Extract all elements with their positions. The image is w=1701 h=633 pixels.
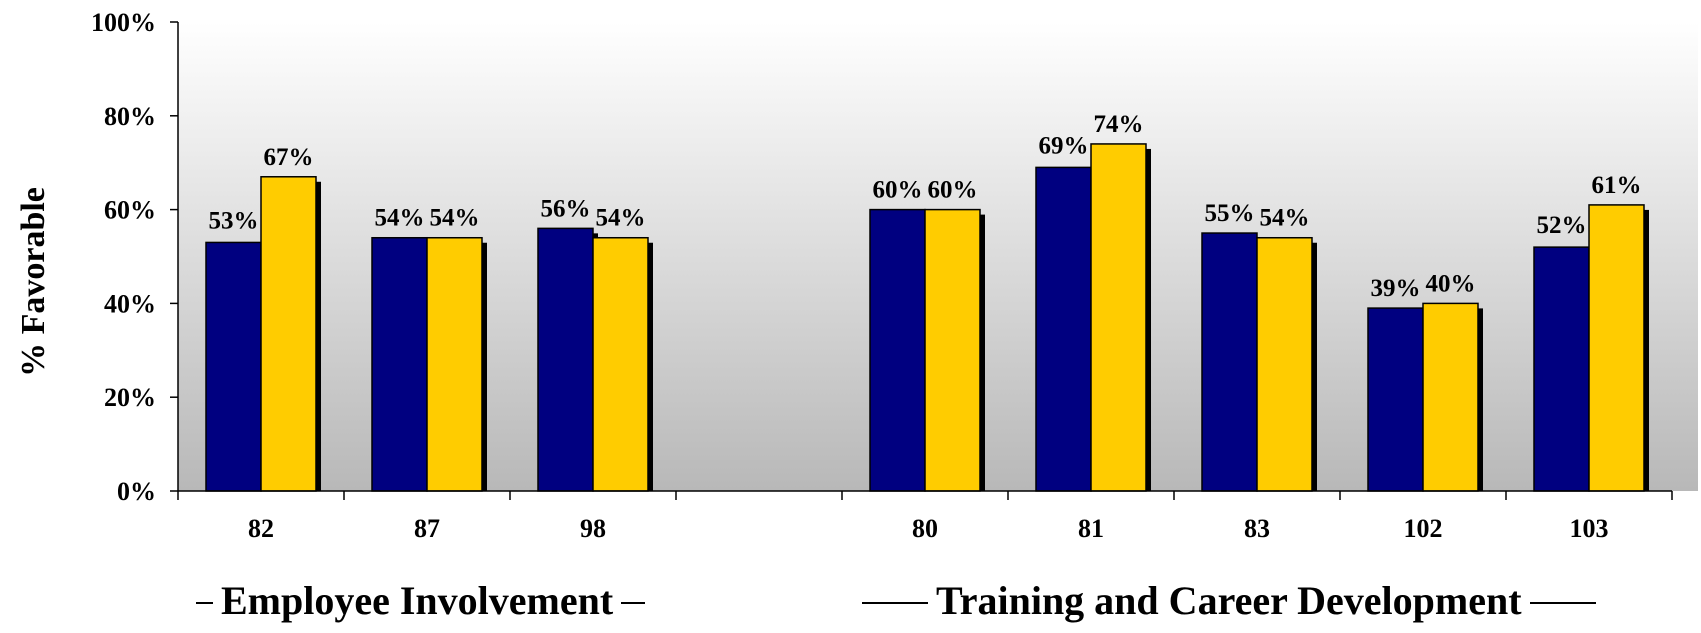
- data-label: 67%: [264, 144, 314, 171]
- bar: [1035, 166, 1092, 492]
- group-bracket-left: [862, 602, 928, 604]
- group-bracket-right: [1529, 602, 1596, 604]
- x-tick-label: 87: [414, 514, 440, 543]
- data-label: 54%: [596, 205, 646, 232]
- data-label: 40%: [1426, 270, 1476, 297]
- x-tick-label: 83: [1244, 514, 1270, 543]
- bars-layer: 53%67%54% 54% 56% 54%60% 60%69%74%55% 54%39% 4…: [205, 111, 1649, 492]
- x-tick-label: 103: [1570, 514, 1609, 543]
- y-tick-label: 60%: [104, 196, 156, 225]
- y-tick-label: 0%: [117, 477, 156, 506]
- bar: [1367, 307, 1424, 492]
- x-tick-label: 82: [248, 514, 274, 543]
- y-tick-label: 20%: [104, 383, 156, 412]
- data-label: 60%: [928, 177, 978, 204]
- bar: [869, 208, 926, 492]
- data-label: 53%: [209, 207, 259, 234]
- data-label: 60%: [873, 177, 923, 204]
- group-bracket-left: [196, 602, 213, 604]
- y-tick-label: 100%: [91, 8, 156, 37]
- bar: [1588, 204, 1645, 492]
- data-label: 54%: [430, 205, 480, 232]
- x-tick-label: 102: [1404, 514, 1443, 543]
- bar: [1090, 143, 1147, 492]
- x-tick-label: 98: [580, 514, 606, 543]
- data-label: 61%: [1592, 172, 1642, 199]
- bar: [1533, 246, 1590, 492]
- bar: [592, 236, 649, 492]
- data-label: 56%: [541, 195, 591, 222]
- group-label-employee-involvement: Employee Involvement: [196, 577, 646, 623]
- data-label: 69%: [1039, 132, 1089, 159]
- data-label: 55%: [1205, 200, 1255, 227]
- x-tick-label: 80: [912, 514, 938, 543]
- bar: [205, 241, 262, 492]
- bar: [426, 236, 483, 492]
- group-label-text: Employee Involvement: [221, 577, 614, 623]
- x-tick-label: 81: [1078, 514, 1104, 543]
- group-label-training-career-development: Training and Career Development: [862, 577, 1596, 623]
- bar: [924, 208, 981, 492]
- axes-layer: 0% 20% 40% 60% 80% 100% 82 87 98 80 81 83 102 103: [91, 8, 1673, 543]
- bar: [1201, 232, 1258, 492]
- bar: [537, 227, 594, 492]
- data-label: 39%: [1371, 275, 1421, 302]
- group-bracket-right: [621, 602, 646, 604]
- bar: [371, 236, 428, 492]
- bar: [1256, 236, 1313, 492]
- bar: [260, 176, 317, 492]
- y-axis-title: % Favorable: [15, 187, 52, 377]
- bar: [1422, 302, 1479, 492]
- data-label: 54%: [375, 205, 425, 232]
- data-label: 74%: [1094, 111, 1144, 138]
- data-label: 54%: [1260, 205, 1310, 232]
- data-label: 52%: [1537, 212, 1587, 239]
- y-tick-label: 40%: [104, 289, 156, 318]
- group-label-text: Training and Career Development: [936, 577, 1522, 623]
- y-tick-label: 80%: [104, 102, 156, 131]
